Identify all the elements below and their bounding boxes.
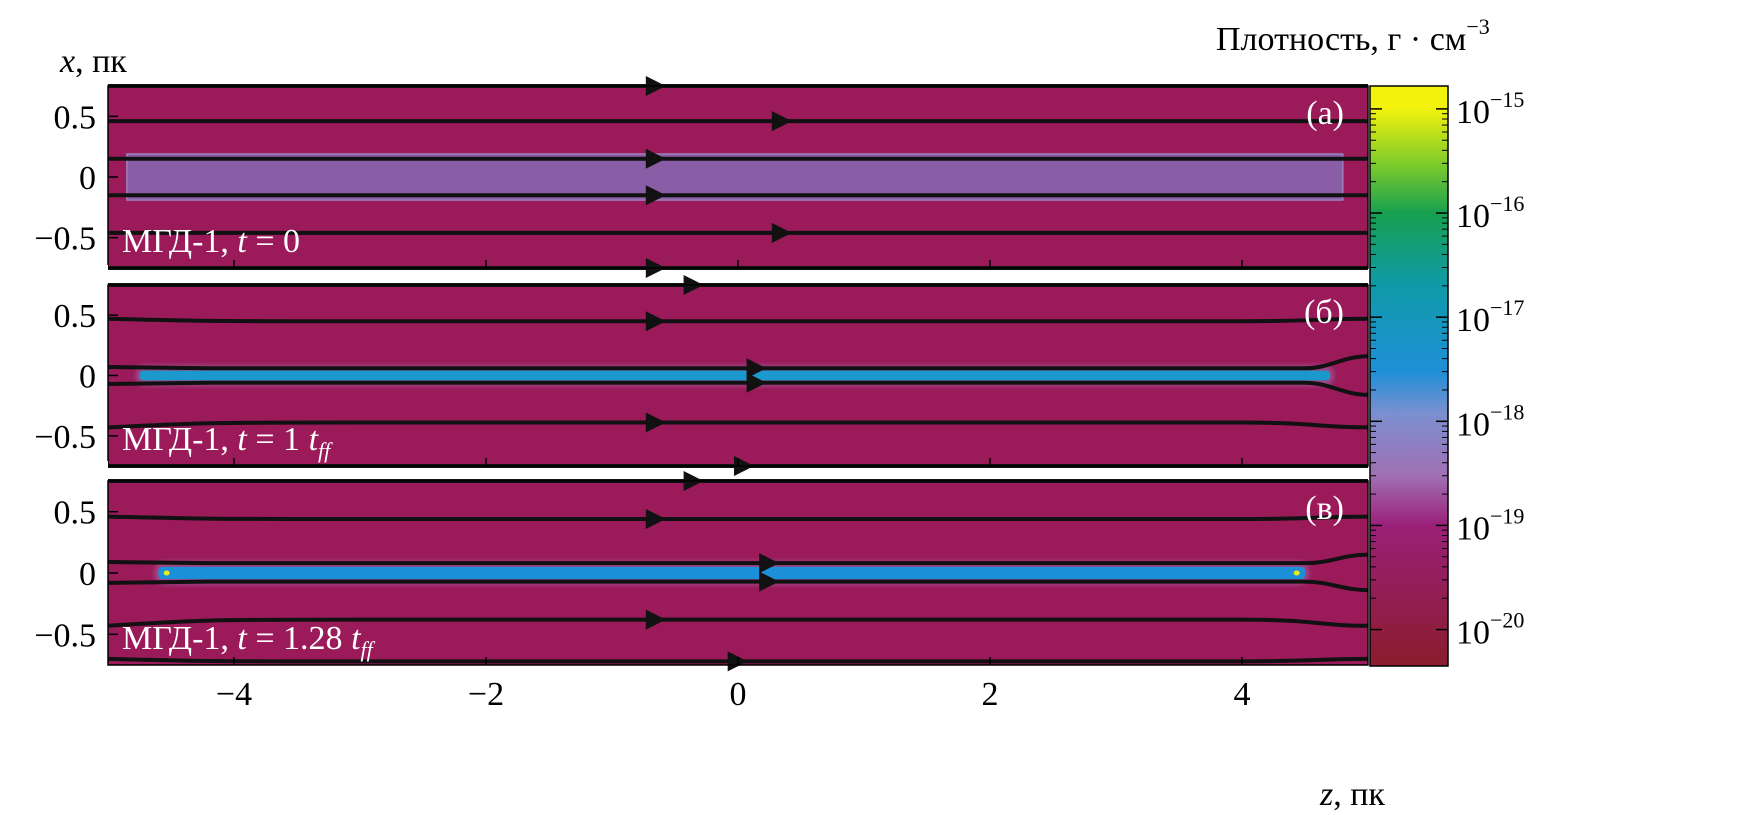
panel-2: 0.50−0.5(б)МГД-1, t = 1 tff (34, 265, 1369, 486)
field-line-arrow (771, 111, 792, 132)
panel-label-value: = 1.28 (247, 620, 351, 657)
field-line-arrow (645, 509, 666, 530)
colorbar-tick-exp: −15 (1490, 87, 1524, 112)
colorbar-tick-exp: −20 (1490, 608, 1524, 633)
panel-label-ff: ff (361, 637, 376, 662)
field-line (107, 656, 1369, 664)
panel-tag: (в) (1305, 490, 1344, 527)
colorbar-tick-label: 10−17 (1456, 295, 1524, 339)
panel-label-prefix: МГД-1, (122, 421, 237, 458)
field-line-arrow (759, 571, 780, 592)
panel-tag: (б) (1304, 294, 1344, 331)
panel-3: 0.50−0.5(в)МГД-1, t = 1.28 tff (34, 461, 1369, 685)
x-axis-label-unit: , пк (1333, 776, 1385, 813)
filament (158, 566, 1305, 580)
colorbar-tick-label: 10−15 (1456, 87, 1524, 131)
field-line-arrow (645, 412, 666, 433)
colorbar-tick-base: 10 (1456, 510, 1490, 547)
edge-mask (88, 265, 108, 486)
panel-label-tff: t (351, 620, 362, 657)
panel-label: МГД-1, t = 1.28 tff (122, 620, 376, 662)
panel-label: МГД-1, t = 0 (122, 223, 300, 260)
panel-label-value: = 0 (247, 223, 300, 260)
y-axis-label: x, пк (59, 43, 127, 80)
colorbar-tick-exp: −19 (1490, 503, 1524, 528)
y-tick-label: 0 (79, 160, 96, 197)
field-line-arrow (645, 185, 666, 206)
field-line-arrow (645, 148, 666, 169)
y-tick-label: 0 (79, 556, 96, 593)
colorbar-tick-label: 10−16 (1456, 191, 1524, 235)
panel-label-prefix: МГД-1, (122, 620, 237, 657)
x-tick-label: −2 (468, 676, 504, 713)
panel-label: МГД-1, t = 1 tff (122, 421, 333, 463)
field-line (107, 420, 1369, 430)
panel-label-t: t (237, 421, 248, 458)
edge-mask (88, 461, 108, 685)
panel-label-value: = 1 (247, 421, 309, 458)
x-tick-label: 4 (1234, 676, 1251, 713)
panel-label-tff: t (309, 421, 320, 458)
panels: 0.5 0 −0.5 (а) МГД-1, t = 0 0.5 0 −0.5 (б) МГД-1,… (34, 66, 1369, 685)
y-tick-label: 0.5 (54, 99, 97, 136)
field-line (107, 617, 1369, 628)
colorbar-label-text: Плотность, г · см (1216, 21, 1466, 58)
y-tick-label: 0.5 (54, 298, 97, 335)
colorbar-tick-base: 10 (1456, 302, 1490, 339)
field-line (107, 354, 1369, 371)
colorbar-tick-exp: −17 (1490, 295, 1524, 320)
y-tick-label: −0.5 (34, 221, 96, 258)
colorbar-tick-base: 10 (1456, 615, 1490, 652)
colorbar-gradient (1369, 85, 1449, 667)
y-axis-label-unit: , пк (75, 43, 127, 80)
field-line (107, 514, 1369, 522)
colorbar-tick-base: 10 (1456, 94, 1490, 131)
field-line-arrow (645, 609, 666, 630)
panel-label-t: t (237, 223, 248, 260)
y-tick-label: −0.5 (34, 617, 96, 654)
filament (139, 370, 1331, 381)
x-axis: −4 −2 0 2 4 (216, 676, 1251, 713)
colorbar-tick-label: 10−19 (1456, 503, 1524, 547)
x-axis-label-var: z (1319, 776, 1333, 813)
field-line-arrow (759, 553, 780, 574)
density-peak (1293, 570, 1300, 576)
colorbar-label: Плотность, г · см−3 (1216, 14, 1490, 58)
y-tick-label: 0.5 (54, 495, 97, 532)
panel-label-ff: ff (318, 438, 333, 463)
colorbar-tick-base: 10 (1456, 406, 1490, 443)
filament (126, 153, 1344, 201)
y-axis-label-var: x (59, 43, 75, 80)
field-line (107, 552, 1369, 566)
field-line-arrow (771, 222, 792, 243)
density-peak (163, 570, 170, 576)
field-line-arrow (746, 358, 767, 379)
field-line-arrow (746, 372, 767, 393)
colorbar-tick-label: 10−18 (1456, 399, 1524, 443)
panel-label-t: t (237, 620, 248, 657)
panel-tag: (а) (1306, 95, 1344, 132)
field-line (107, 316, 1369, 324)
x-axis-label: z, пк (1319, 776, 1385, 813)
y-tick-label: −0.5 (34, 419, 96, 456)
colorbar-tick-base: 10 (1456, 198, 1490, 235)
colorbar-tick-exp: −16 (1490, 191, 1524, 216)
x-tick-label: −4 (216, 676, 252, 713)
panel-1: 0.5 0 −0.5 (а) МГД-1, t = 0 (34, 66, 1369, 288)
field-line (107, 579, 1369, 593)
colorbar-tick-label: 10−20 (1456, 608, 1524, 652)
y-tick-label: 0 (79, 359, 96, 396)
colorbar-tick-exp: −18 (1490, 399, 1524, 424)
field-line (107, 380, 1369, 397)
edge-mask (88, 66, 108, 288)
x-tick-label: 0 (730, 676, 747, 713)
panel-label-prefix: МГД-1, (122, 223, 237, 260)
x-tick-label: 2 (982, 676, 999, 713)
field-line-arrow (645, 311, 666, 332)
colorbar-label-exp: −3 (1466, 14, 1489, 39)
